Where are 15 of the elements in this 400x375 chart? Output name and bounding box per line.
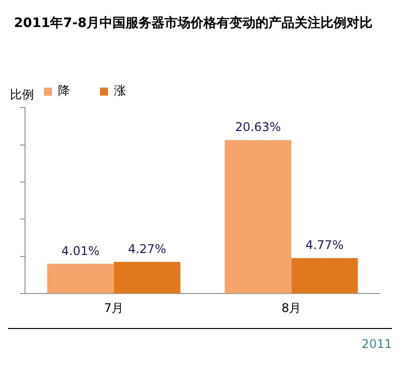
y-axis-title: 比例: [10, 88, 34, 102]
legend-label: 涨: [114, 84, 126, 98]
bar: [114, 262, 180, 294]
data-label: 4.01%: [61, 244, 100, 258]
bar: [224, 140, 292, 294]
data-label: 4.77%: [305, 238, 344, 252]
x-tick-label: 8月: [281, 300, 302, 315]
text: 2011: [8, 328, 392, 351]
legend-label: 降: [58, 84, 70, 98]
data-label: 4.27%: [128, 242, 166, 256]
data-label: 20.63%: [235, 120, 281, 134]
x-tick-label: 7月: [104, 300, 124, 315]
bar: [47, 264, 114, 294]
bar: [291, 258, 358, 294]
chart-title: 2011年7-8月中国服务器市场价格有变动的产品关注比例对比: [14, 15, 373, 32]
